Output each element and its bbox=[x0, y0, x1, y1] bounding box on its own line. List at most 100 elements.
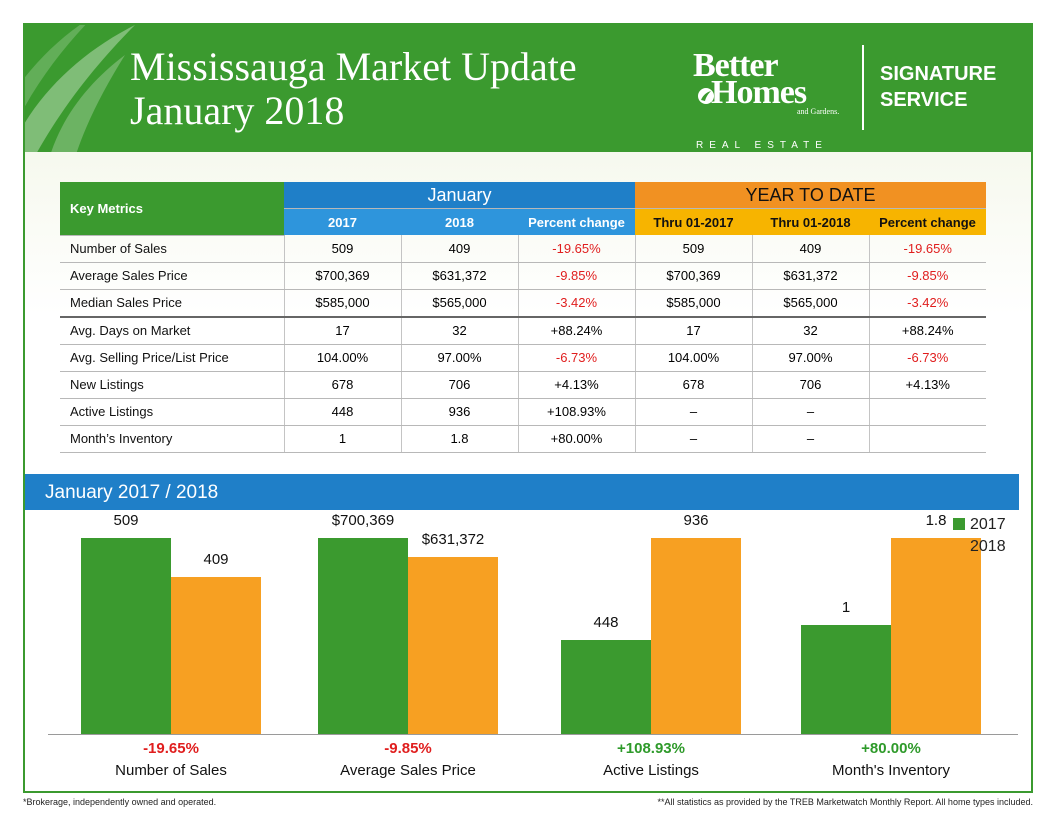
bar-2018 bbox=[891, 538, 981, 734]
footer-note-right: **All statistics as provided by the TREB… bbox=[657, 797, 1033, 807]
row-label: New Listings bbox=[60, 371, 285, 399]
table-cell: $565,000 bbox=[401, 289, 519, 318]
header-divider bbox=[862, 45, 864, 130]
table-cell: +4.13% bbox=[869, 371, 986, 399]
table-cell bbox=[869, 398, 986, 426]
table-cell: $631,372 bbox=[401, 262, 519, 290]
table-cell: – bbox=[635, 425, 753, 453]
bar-value-label: 509 bbox=[113, 512, 139, 529]
legend-item-2018: 2018 bbox=[953, 538, 1006, 556]
table-cell: $565,000 bbox=[752, 289, 870, 318]
percent-change-label: -19.65% bbox=[143, 740, 199, 757]
table-cell: 32 bbox=[401, 316, 519, 345]
table-cell: 104.00% bbox=[635, 344, 753, 372]
legend-label: 2018 bbox=[970, 538, 1006, 555]
table-cell: 409 bbox=[752, 235, 870, 263]
table-cell bbox=[869, 425, 986, 453]
table-row: Active Listings 448 936 +108.93% – – bbox=[60, 398, 986, 426]
table-row: Average Sales Price $700,369 $631,372 -9… bbox=[60, 262, 986, 290]
bar-value-label: 1.8 bbox=[925, 512, 947, 529]
table-row: Median Sales Price $585,000 $565,000 -3.… bbox=[60, 289, 986, 318]
table-cell: 17 bbox=[284, 316, 402, 345]
table-cell: 17 bbox=[635, 316, 753, 345]
table-row: Avg. Days on Market 17 32 +88.24% 17 32 … bbox=[60, 316, 986, 345]
bar-value-label: $700,369 bbox=[331, 512, 395, 529]
table-cell: -6.73% bbox=[518, 344, 636, 372]
january-header: January bbox=[284, 182, 635, 209]
legend-swatch-orange bbox=[953, 540, 965, 552]
table-cell: 448 bbox=[284, 398, 402, 426]
table-cell: 104.00% bbox=[284, 344, 402, 372]
house-leaf-icon bbox=[698, 88, 714, 104]
key-metrics-table: Key Metrics January YEAR TO DATE 2017 20… bbox=[60, 182, 986, 453]
bar-2017 bbox=[81, 538, 171, 734]
table-cell: 32 bbox=[752, 316, 870, 345]
category-label: Active Listings bbox=[603, 762, 699, 779]
table-cell: +80.00% bbox=[518, 425, 636, 453]
row-label: Avg. Selling Price/List Price bbox=[60, 344, 285, 372]
ytd-header: YEAR TO DATE bbox=[635, 182, 986, 209]
bar-value-label: 936 bbox=[683, 512, 709, 529]
table-row: Month’s Inventory 1 1.8 +80.00% – – bbox=[60, 425, 986, 453]
table-cell: 1.8 bbox=[401, 425, 519, 453]
percent-change-label: +80.00% bbox=[861, 740, 921, 757]
signature-service-label: SIGNATURE SERVICE bbox=[880, 61, 996, 113]
bar-2018 bbox=[171, 577, 261, 734]
percent-change-label: +108.93% bbox=[617, 740, 685, 757]
table-cell: +108.93% bbox=[518, 398, 636, 426]
table-cell: 97.00% bbox=[752, 344, 870, 372]
table-cell: $585,000 bbox=[635, 289, 753, 318]
table-row: New Listings 678 706 +4.13% 678 706 +4.1… bbox=[60, 371, 986, 399]
table-cell: $585,000 bbox=[284, 289, 402, 318]
table-cell: – bbox=[752, 425, 870, 453]
table-cell: -19.65% bbox=[518, 235, 636, 263]
col-header-2017: 2017 bbox=[284, 208, 401, 235]
table-cell: -9.85% bbox=[518, 262, 636, 290]
table-row: Number of Sales 509 409 -19.65% 509 409 … bbox=[60, 235, 986, 263]
brand-text-gardens: and Gardens. bbox=[797, 107, 840, 116]
brand-text-homes: Homes bbox=[711, 74, 807, 111]
row-label: Avg. Days on Market bbox=[60, 316, 285, 345]
bar-value-label: $631,372 bbox=[421, 531, 485, 548]
table-cell: 936 bbox=[401, 398, 519, 426]
table-cell: 509 bbox=[284, 235, 402, 263]
table-cell: +88.24% bbox=[869, 316, 986, 345]
category-label: Number of Sales bbox=[115, 762, 227, 779]
legend-item-2017: 2017 bbox=[953, 516, 1006, 534]
bar-2017 bbox=[318, 538, 408, 734]
row-label: Median Sales Price bbox=[60, 289, 285, 318]
key-metrics-header: Key Metrics bbox=[60, 182, 284, 236]
table-cell: +88.24% bbox=[518, 316, 636, 345]
bar-2017 bbox=[801, 625, 891, 734]
chart-section-title: January 2017 / 2018 bbox=[25, 474, 1019, 510]
table-cell: 706 bbox=[752, 371, 870, 399]
percent-change-label: -9.85% bbox=[384, 740, 432, 757]
col-header-percent-change: Percent change bbox=[518, 208, 635, 235]
page-title: Mississauga Market Update bbox=[130, 44, 577, 89]
bar-2017 bbox=[561, 640, 651, 734]
table-row: Avg. Selling Price/List Price 104.00% 97… bbox=[60, 344, 986, 372]
legend-label: 2017 bbox=[970, 516, 1006, 533]
col-header-thru-2018: Thru 01-2018 bbox=[752, 208, 869, 235]
bar-value-label: 409 bbox=[203, 551, 229, 568]
table-cell: 97.00% bbox=[401, 344, 519, 372]
row-label: Active Listings bbox=[60, 398, 285, 426]
bar-value-label: 448 bbox=[593, 614, 619, 631]
footer-note-left: *Brokerage, independently owned and oper… bbox=[23, 797, 217, 807]
category-label: Average Sales Price bbox=[340, 762, 476, 779]
bar-value-label: 1 bbox=[841, 599, 851, 616]
table-cell: -3.42% bbox=[518, 289, 636, 318]
row-label: Average Sales Price bbox=[60, 262, 285, 290]
table-cell: $700,369 bbox=[284, 262, 402, 290]
brand-text-better: Better bbox=[693, 47, 779, 84]
row-label: Number of Sales bbox=[60, 235, 285, 263]
table-cell: -6.73% bbox=[869, 344, 986, 372]
table-cell: -3.42% bbox=[869, 289, 986, 318]
page-subtitle: January 2018 bbox=[130, 88, 345, 133]
signature-line: SIGNATURE bbox=[880, 63, 997, 85]
table-cell: – bbox=[752, 398, 870, 426]
bar-2018 bbox=[651, 538, 741, 734]
service-line: SERVICE bbox=[880, 89, 968, 111]
legend-swatch-green bbox=[953, 518, 965, 530]
category-label: Month's Inventory bbox=[832, 762, 950, 779]
